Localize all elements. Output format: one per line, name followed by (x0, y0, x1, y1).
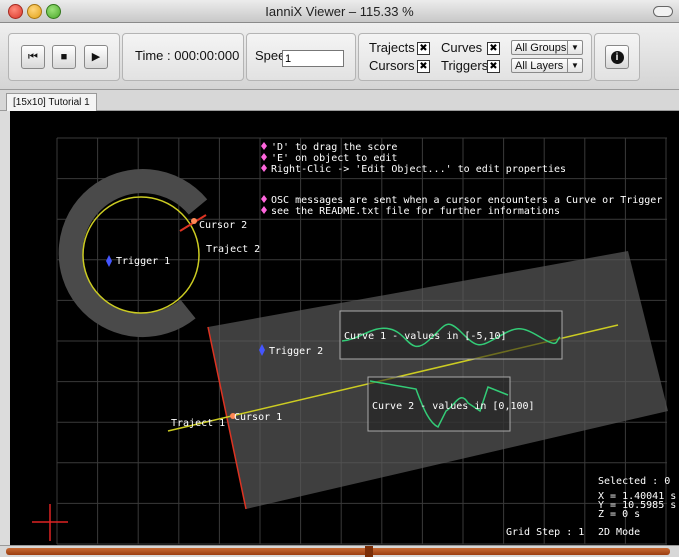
toolbar-toggle-button[interactable] (653, 6, 673, 17)
curve-1[interactable] (341, 323, 561, 348)
status-grid-step: Grid Step : 1 (506, 527, 584, 538)
help-line-3: Right-Clic -> 'Edit Object...' to edit p… (271, 164, 566, 175)
cursor-1-label: Cursor 1 (234, 412, 282, 423)
cursors-label: Cursors (369, 58, 415, 73)
curve-2-box (367, 376, 511, 432)
help-line-4: OSC messages are sent when a cursor enco… (271, 195, 662, 206)
tab-tutorial-1[interactable]: [15x10] Tutorial 1 (6, 93, 97, 111)
curve-1-label: Curve 1 - values in [-5,10] (344, 331, 507, 342)
help-line-1: 'D' to drag the score (271, 142, 397, 153)
status-mode: 2D Mode (598, 527, 640, 538)
rewind-button[interactable]: ⏮ (21, 45, 45, 69)
help-bullet-icon (261, 153, 267, 161)
triggers-checkbox[interactable]: ✖ (487, 60, 500, 73)
groups-select[interactable]: All Groups ▼ (511, 40, 583, 55)
cursor-1[interactable] (207, 326, 247, 510)
stop-button[interactable]: ■ (52, 45, 76, 69)
skip-to-start-icon: ⏮ (28, 51, 38, 63)
trajects-checkbox[interactable]: ✖ (417, 42, 430, 55)
info-icon: i (610, 50, 624, 64)
filters-group: Trajects ✖ Cursors ✖ Curves ✖ Triggers ✖… (358, 33, 592, 81)
status-selected: Selected : 0 (598, 476, 670, 487)
traject-2-arc-shadow (58, 169, 208, 338)
groups-select-value: All Groups (515, 42, 567, 54)
traject-1-label: Traject 1 (171, 418, 225, 429)
info-group: i (594, 33, 640, 81)
time-group: Time : 000:00:000 (122, 33, 244, 81)
curve-1-box (339, 310, 563, 360)
scrollbar-track[interactable] (6, 548, 670, 555)
trigger-1-icon[interactable] (106, 255, 112, 267)
layers-select-value: All Layers (515, 60, 564, 72)
transport-group: ⏮ ■ ▶ (8, 33, 120, 81)
chevron-down-icon: ▼ (567, 59, 582, 72)
cursor-2-point (191, 218, 197, 224)
play-icon: ▶ (91, 51, 101, 63)
stop-icon: ■ (60, 51, 68, 63)
layers-select[interactable]: All Layers ▼ (511, 58, 583, 73)
traject-2-label: Traject 2 (206, 244, 260, 255)
scrollbar-thumb[interactable] (365, 546, 373, 557)
time-display: Time : 000:00:000 (135, 48, 240, 63)
score-drawing: 'D' to drag the score 'E' on object to e… (32, 137, 676, 545)
chevron-down-icon: ▼ (567, 41, 582, 54)
curves-checkbox[interactable]: ✖ (487, 42, 500, 55)
curve-2-label: Curve 2 - values in [0,100] (372, 401, 535, 412)
curves-label: Curves (441, 40, 483, 55)
trigger-1-label: Trigger 1 (116, 256, 170, 267)
help-bullet-icon (261, 206, 267, 214)
toolbar: ⏮ ■ ▶ Time : 000:00:000 Speed : Trajects… (0, 23, 679, 90)
cursor-1-point (230, 413, 236, 419)
cursors-checkbox[interactable]: ✖ (417, 60, 430, 73)
zoom-window-button[interactable] (46, 4, 61, 19)
status-y: Y = 10.5985 s (598, 500, 676, 511)
trigger-2-icon[interactable] (259, 344, 265, 356)
title-bar: IanniX Viewer – 115.33 % (0, 0, 679, 23)
curve-2[interactable] (369, 380, 509, 429)
help-bullet-icon (261, 142, 267, 150)
help-line-5: see the README.txt file for further info… (271, 206, 560, 217)
play-button[interactable]: ▶ (84, 45, 108, 69)
help-bullets (261, 142, 267, 214)
minimize-window-button[interactable] (27, 4, 42, 19)
status-z: Z = 0 s (598, 509, 640, 520)
help-bullet-icon (261, 195, 267, 203)
trigger-2-label: Trigger 2 (269, 346, 323, 357)
status-x: X = 1.40041 s (598, 491, 676, 502)
close-window-button[interactable] (8, 4, 23, 19)
window-title: IanniX Viewer – 115.33 % (265, 4, 414, 19)
horizontal-scrollbar[interactable] (0, 545, 679, 557)
triggers-label: Triggers (441, 58, 489, 73)
help-bullet-icon (261, 164, 267, 172)
cursor-2-label: Cursor 2 (199, 220, 247, 231)
help-line-2: 'E' on object to edit (271, 153, 397, 164)
trajects-label: Trajects (369, 40, 415, 55)
score-canvas[interactable]: 'D' to drag the score 'E' on object to e… (10, 111, 679, 545)
speed-input[interactable] (282, 50, 344, 67)
info-button[interactable]: i (605, 45, 629, 69)
document-tabs: [15x10] Tutorial 1 (0, 90, 679, 111)
traject-2[interactable] (82, 196, 200, 314)
